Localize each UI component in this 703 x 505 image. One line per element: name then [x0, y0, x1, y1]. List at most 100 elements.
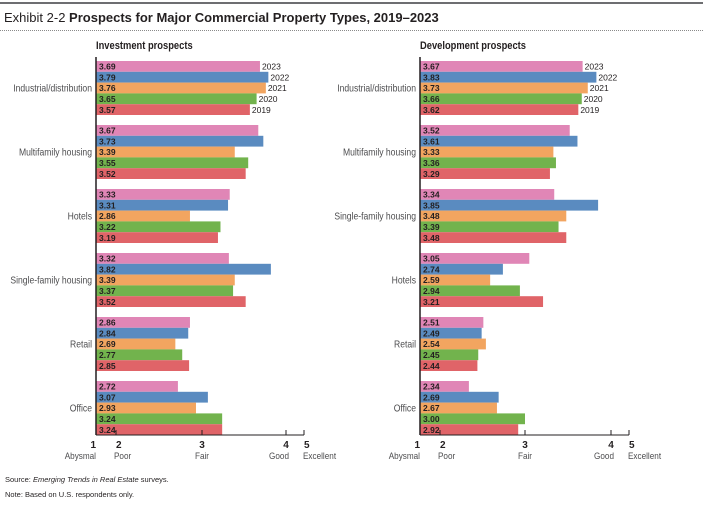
category-label: Office	[394, 403, 416, 414]
bar	[420, 71, 597, 83]
bar	[96, 232, 218, 243]
bar	[96, 135, 264, 147]
year-label: 2021	[268, 83, 287, 93]
category-label: Multifamily housing	[343, 147, 416, 158]
year-label: 2022	[598, 72, 617, 82]
value-label: 2.72	[99, 382, 116, 392]
bar	[420, 402, 497, 414]
bar	[420, 199, 599, 211]
bar	[420, 61, 583, 72]
bar	[420, 253, 530, 264]
value-label: 3.73	[423, 83, 440, 93]
value-label: 2.74	[423, 264, 440, 274]
x-tick-description: Poor	[114, 450, 131, 461]
year-label: 2020	[259, 94, 278, 104]
value-label: 3.48	[423, 233, 440, 243]
bar	[420, 135, 578, 147]
footnote: Note: Based on U.S. respondents only.	[5, 490, 135, 499]
bar	[420, 338, 486, 350]
category-label: Single-family housing	[10, 275, 92, 286]
bar	[96, 199, 229, 211]
x-tick-label: 4	[283, 440, 289, 451]
bar	[420, 413, 525, 425]
source-prefix: Source:	[5, 475, 33, 484]
bar	[96, 104, 250, 115]
bar	[420, 285, 520, 297]
bar	[420, 232, 567, 243]
bar	[420, 189, 555, 200]
value-label: 3.55	[99, 158, 116, 168]
bar	[420, 210, 567, 222]
bar	[96, 327, 189, 339]
value-label: 3.33	[99, 190, 116, 200]
value-label: 2.94	[423, 286, 440, 296]
year-label: 2019	[252, 105, 271, 115]
value-label: 3.21	[423, 297, 440, 307]
value-label: 3.66	[423, 94, 440, 104]
top-rule	[0, 2, 703, 4]
category-label: Retail	[394, 339, 416, 350]
x-tick-label: 2	[440, 440, 446, 451]
bar	[96, 338, 176, 350]
value-label: 3.48	[423, 211, 440, 221]
dotted-divider	[0, 30, 703, 31]
bar	[420, 349, 479, 361]
value-label: 3.67	[423, 62, 440, 72]
value-label: 2.44	[423, 361, 440, 371]
category-label: Office	[70, 403, 92, 414]
bar	[420, 327, 482, 339]
value-label: 3.52	[99, 169, 116, 179]
value-label: 2.86	[99, 318, 116, 328]
x-tick-description: Fair	[518, 450, 532, 461]
value-label: 3.19	[99, 233, 116, 243]
bar	[96, 71, 269, 83]
x-tick-description: Good	[269, 450, 289, 461]
year-label: 2020	[584, 94, 603, 104]
bar	[420, 274, 491, 286]
value-label: 2.93	[99, 403, 116, 413]
source-note: Source: Emerging Trends in Real Estate s…	[5, 475, 169, 484]
exhibit-heading: Prospects for Major Commercial Property …	[69, 10, 439, 25]
x-tick-description: Fair	[195, 450, 209, 461]
value-label: 3.24	[99, 414, 116, 424]
bar	[420, 221, 559, 233]
bar	[420, 381, 469, 392]
x-tick-description: Excellent	[303, 450, 337, 461]
value-label: 2.86	[99, 211, 116, 221]
bar	[420, 93, 582, 105]
value-label: 2.45	[423, 350, 440, 360]
bar	[420, 104, 579, 115]
value-label: 2.67	[423, 403, 440, 413]
bar	[96, 253, 229, 264]
x-tick-label: 3	[199, 440, 205, 451]
bar	[420, 391, 499, 403]
category-label: Industrial/distribution	[337, 83, 416, 94]
value-label: 3.29	[423, 169, 440, 179]
value-label: 3.76	[99, 83, 116, 93]
investment-panel-title: Investment prospects	[96, 40, 193, 52]
value-label: 3.22	[99, 222, 116, 232]
bar	[96, 168, 246, 179]
year-label: 2022	[270, 72, 289, 82]
value-label: 3.82	[99, 264, 116, 274]
bar	[96, 82, 266, 94]
value-label: 3.39	[423, 222, 440, 232]
value-label: 2.54	[423, 339, 440, 349]
bar	[420, 317, 484, 328]
bar	[96, 391, 208, 403]
bar	[420, 146, 554, 158]
category-label: Retail	[70, 339, 92, 350]
value-label: 2.59	[423, 275, 440, 285]
value-label: 3.62	[423, 105, 440, 115]
x-tick-label: 1	[414, 440, 420, 451]
value-label: 3.24	[99, 425, 116, 435]
development-panel-title: Development prospects	[420, 40, 526, 52]
value-label: 2.69	[423, 392, 440, 402]
x-tick-description: Excellent	[628, 450, 662, 461]
x-tick-label: 5	[304, 440, 310, 451]
bar	[96, 221, 221, 233]
bar	[96, 189, 230, 200]
bar	[96, 125, 259, 136]
bar	[96, 296, 246, 307]
